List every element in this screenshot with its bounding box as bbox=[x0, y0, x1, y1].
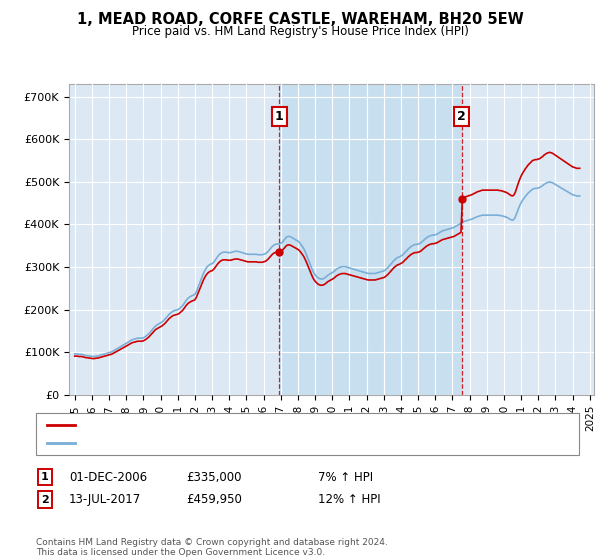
Text: £335,000: £335,000 bbox=[186, 470, 241, 484]
Text: 2: 2 bbox=[41, 494, 49, 505]
Text: 12% ↑ HPI: 12% ↑ HPI bbox=[318, 493, 380, 506]
Text: Contains HM Land Registry data © Crown copyright and database right 2024.
This d: Contains HM Land Registry data © Crown c… bbox=[36, 538, 388, 557]
Text: 7% ↑ HPI: 7% ↑ HPI bbox=[318, 470, 373, 484]
Text: Price paid vs. HM Land Registry's House Price Index (HPI): Price paid vs. HM Land Registry's House … bbox=[131, 25, 469, 38]
Text: HPI: Average price, detached house, Dorset: HPI: Average price, detached house, Dors… bbox=[82, 438, 321, 448]
Text: £459,950: £459,950 bbox=[186, 493, 242, 506]
Text: 2: 2 bbox=[457, 110, 466, 123]
Bar bbox=[279, 84, 461, 395]
Text: 01-DEC-2006: 01-DEC-2006 bbox=[69, 470, 147, 484]
Text: 1, MEAD ROAD, CORFE CASTLE, WAREHAM, BH20 5EW (detached house): 1, MEAD ROAD, CORFE CASTLE, WAREHAM, BH2… bbox=[82, 421, 481, 430]
Text: 1: 1 bbox=[41, 472, 49, 482]
Text: 13-JUL-2017: 13-JUL-2017 bbox=[69, 493, 141, 506]
Text: 1, MEAD ROAD, CORFE CASTLE, WAREHAM, BH20 5EW: 1, MEAD ROAD, CORFE CASTLE, WAREHAM, BH2… bbox=[77, 12, 523, 27]
Text: 1: 1 bbox=[275, 110, 284, 123]
